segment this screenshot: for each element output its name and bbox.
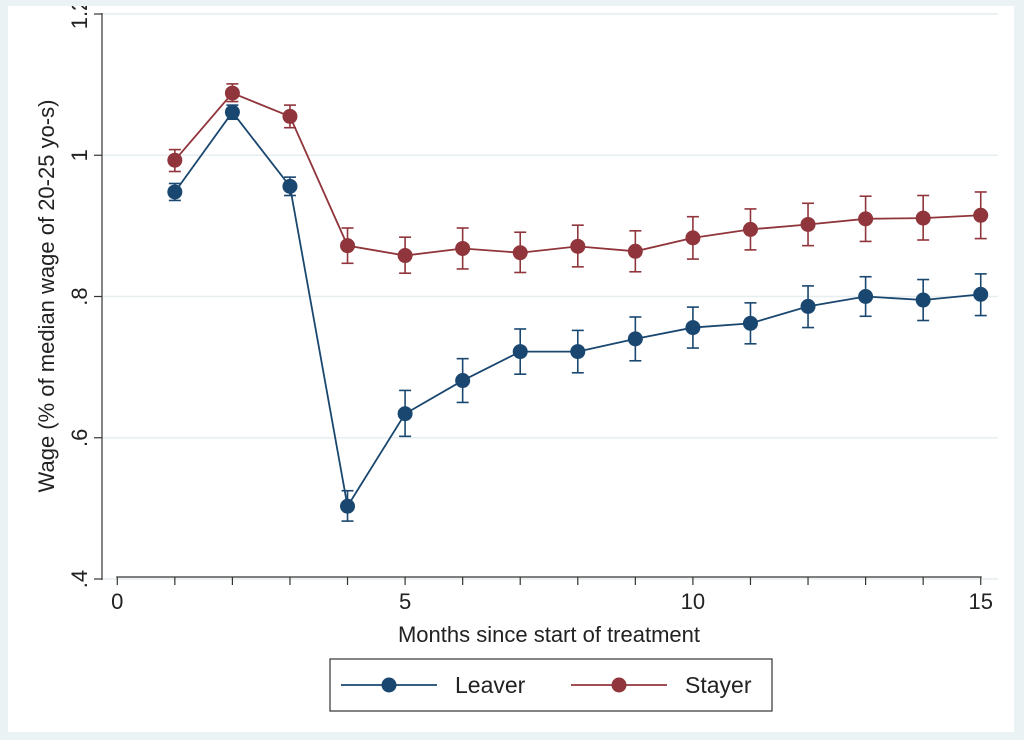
data-point xyxy=(167,152,183,168)
series-line xyxy=(174,110,981,509)
data-point xyxy=(512,245,528,261)
data-point xyxy=(455,240,471,256)
data-point xyxy=(397,248,413,264)
data-point xyxy=(915,210,931,226)
y-tick-label: .8 xyxy=(67,287,92,305)
y-tick-label: .6 xyxy=(67,429,92,447)
axes: .4 .6 .8 1 1.2 0 5 10 15 xyxy=(67,6,993,614)
data-point xyxy=(973,207,989,223)
data-point xyxy=(167,184,183,200)
data-point xyxy=(858,211,874,227)
y-tick-label: 1 xyxy=(67,149,92,161)
data-point xyxy=(627,243,643,259)
y-axis-title: Wage (% of median wage of 20-25 yo-s) xyxy=(34,100,59,493)
y-tick-label: 1.2 xyxy=(67,6,92,29)
data-series xyxy=(167,83,989,522)
legend-item-stayer: Stayer xyxy=(571,672,752,698)
data-point xyxy=(915,292,931,308)
data-point xyxy=(685,320,701,336)
y-tick-label: .4 xyxy=(67,570,92,588)
data-point xyxy=(512,344,528,360)
legend-marker xyxy=(381,677,397,693)
legend-marker xyxy=(611,677,627,693)
data-point xyxy=(858,289,874,304)
data-point xyxy=(973,286,989,302)
x-tick-label: 5 xyxy=(399,589,411,614)
x-tick-label: 0 xyxy=(111,589,123,614)
data-point xyxy=(800,298,816,314)
data-point xyxy=(282,108,298,124)
data-point xyxy=(224,85,240,101)
series-stayer xyxy=(167,83,989,274)
data-point xyxy=(340,238,356,254)
legend-label: Stayer xyxy=(685,672,752,698)
chart-canvas: .4 .6 .8 1 1.2 0 5 10 15 Months since start of t… xyxy=(34,6,998,712)
data-point xyxy=(224,104,240,120)
data-point xyxy=(742,221,758,237)
data-point xyxy=(570,344,586,360)
x-tick-label: 15 xyxy=(968,589,992,614)
grid-lines xyxy=(102,13,998,580)
x-axis-title: Months since start of treatment xyxy=(398,622,700,647)
legend: Leaver Stayer xyxy=(329,658,773,712)
data-point xyxy=(800,216,816,232)
data-point xyxy=(742,315,758,331)
data-point xyxy=(685,230,701,246)
data-point xyxy=(397,406,413,422)
data-point xyxy=(627,331,643,347)
series-leaver xyxy=(167,104,989,522)
data-point xyxy=(455,373,471,389)
x-tick-label: 10 xyxy=(681,589,705,614)
data-point xyxy=(570,238,586,254)
data-point xyxy=(340,498,356,514)
chart-frame: .4 .6 .8 1 1.2 0 5 10 15 Months since start of t… xyxy=(8,6,1014,732)
data-point xyxy=(282,178,298,194)
legend-item-leaver: Leaver xyxy=(341,672,526,698)
legend-label: Leaver xyxy=(455,672,526,698)
